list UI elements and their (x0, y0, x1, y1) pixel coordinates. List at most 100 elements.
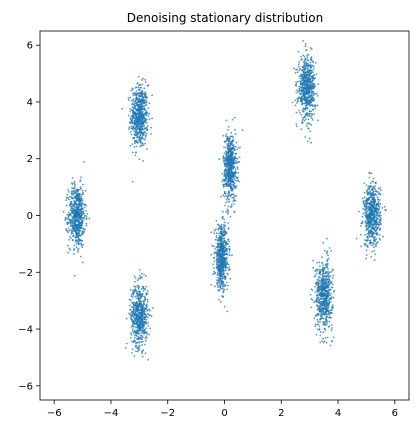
scatter-point (322, 311, 325, 313)
scatter-point (369, 211, 371, 214)
y-tick-label: −4 (18, 325, 33, 336)
scatter-point (306, 78, 309, 81)
scatter-point (69, 236, 71, 238)
scatter-point (73, 244, 76, 247)
scatter-point (142, 160, 145, 162)
scatter-point (131, 117, 134, 120)
scatter-point (219, 285, 222, 288)
scatter-point (226, 242, 229, 245)
scatter-point (298, 87, 301, 90)
scatter-point (307, 115, 309, 118)
scatter-point (142, 303, 145, 306)
scatter-point (300, 128, 303, 131)
scatter-point (80, 222, 82, 225)
scatter-point (217, 244, 220, 246)
scatter-point (148, 308, 151, 311)
scatter-point (135, 297, 138, 300)
scatter-point (216, 260, 218, 262)
scatter-point (140, 338, 143, 340)
scatter-point (145, 315, 148, 318)
scatter-point (326, 292, 328, 295)
scatter-point (142, 308, 144, 311)
scatter-point (223, 160, 226, 162)
scatter-point (224, 275, 227, 278)
scatter-point (71, 222, 74, 225)
scatter-point (236, 148, 238, 151)
scatter-point (226, 260, 228, 262)
scatter-point (142, 123, 145, 126)
scatter-point (235, 177, 238, 180)
scatter-point (364, 211, 366, 214)
scatter-point (71, 177, 74, 179)
scatter-point (325, 275, 328, 278)
scatter-point (298, 109, 300, 112)
scatter-point (319, 269, 322, 271)
scatter-point (125, 342, 128, 345)
scatter-point (304, 45, 307, 48)
scatter-point (219, 279, 222, 282)
scatter-point (301, 69, 304, 72)
scatter-point (71, 216, 74, 219)
scatter-point (147, 114, 150, 117)
scatter-point (64, 216, 67, 219)
scatter-point (226, 138, 229, 141)
scatter-point (375, 238, 378, 240)
scatter-point (368, 197, 370, 200)
scatter-point (130, 336, 132, 339)
scatter-point (134, 151, 137, 154)
scatter-point (369, 225, 371, 228)
scatter-point (312, 68, 315, 70)
scatter-point (316, 270, 319, 272)
scatter-point (143, 318, 146, 320)
scatter-point (305, 106, 308, 109)
scatter-point (313, 275, 316, 278)
scatter-point (300, 113, 303, 116)
scatter-point (136, 338, 139, 341)
scatter-point (326, 297, 329, 299)
scatter-point (223, 260, 226, 263)
scatter-point (70, 203, 72, 206)
scatter-point (320, 317, 323, 319)
scatter-point (313, 113, 316, 115)
scatter-point (218, 259, 220, 262)
scatter-point (375, 224, 378, 227)
scatter-point (73, 217, 75, 219)
scatter-point (131, 122, 134, 124)
scatter-point (310, 104, 312, 107)
scatter-point (321, 262, 324, 264)
scatter-point (318, 300, 321, 303)
scatter-point (144, 337, 147, 340)
scatter-point (219, 225, 222, 228)
scatter-point (216, 223, 219, 226)
scatter-point (227, 159, 230, 161)
scatter-point (85, 222, 88, 225)
scatter-point (140, 129, 143, 131)
scatter-point (132, 303, 135, 305)
scatter-point (318, 261, 321, 264)
scatter-point (326, 284, 329, 287)
scatter-point (67, 188, 69, 191)
scatter-point (315, 92, 318, 95)
scatter-point (139, 317, 142, 319)
scatter-point (135, 145, 138, 148)
scatter-point (136, 350, 139, 353)
scatter-point (139, 308, 142, 310)
scatter-point (225, 166, 228, 168)
scatter-point (141, 89, 144, 92)
scatter-point (148, 112, 151, 115)
scatter-point (315, 314, 317, 317)
scatter-point (318, 329, 321, 331)
scatter-point (131, 292, 134, 295)
scatter-point (212, 273, 215, 276)
scatter-point (296, 102, 298, 104)
scatter-point (217, 276, 219, 279)
scatter-point (147, 321, 150, 324)
scatter-point (215, 219, 218, 222)
scatter-point (377, 203, 380, 206)
scatter-point (144, 137, 147, 140)
scatter-point (218, 264, 221, 266)
scatter-point (316, 328, 319, 331)
scatter-point (365, 239, 368, 242)
scatter-point (230, 159, 232, 162)
scatter-point (70, 237, 72, 240)
